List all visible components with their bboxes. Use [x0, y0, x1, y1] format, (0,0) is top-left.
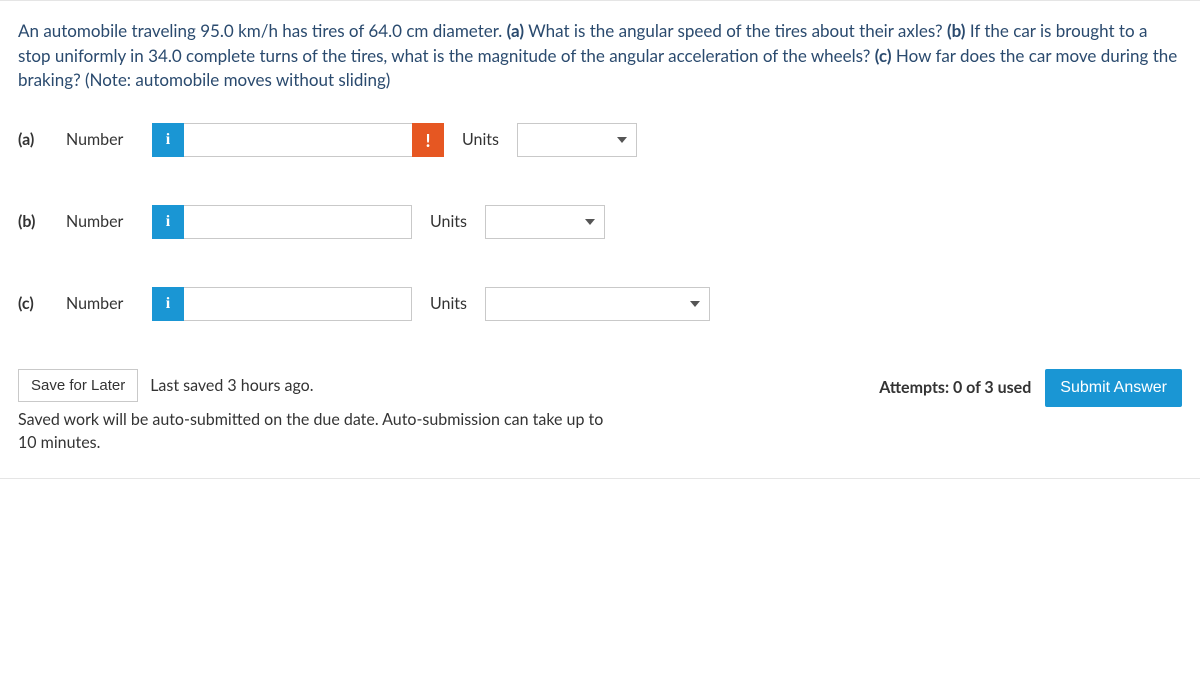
part-b-units-select[interactable] [485, 205, 605, 239]
question-pre-a: An automobile traveling 95.0 km/h has ti… [18, 20, 507, 41]
part-c-row: (c) Number i Units [18, 287, 1182, 321]
part-b-number-input[interactable] [184, 205, 412, 239]
save-row: Save for Later Last saved 3 hours ago. [18, 369, 618, 402]
question-label-c: (c) [875, 45, 892, 66]
info-icon[interactable]: i [152, 123, 184, 157]
info-icon[interactable]: i [152, 205, 184, 239]
part-a-units-select[interactable] [517, 123, 637, 157]
submit-answer-button[interactable]: Submit Answer [1045, 369, 1182, 407]
part-c-number-input[interactable] [184, 287, 412, 321]
question-text: An automobile traveling 95.0 km/h has ti… [18, 19, 1182, 93]
footer: Save for Later Last saved 3 hours ago. S… [18, 369, 1182, 454]
auto-submit-note: Saved work will be auto-submitted on the… [18, 408, 618, 454]
question-text-a: What is the angular speed of the tires a… [524, 20, 947, 41]
part-c-units-select[interactable] [485, 287, 710, 321]
question-label-a: (a) [507, 20, 524, 41]
part-a-row: (a) Number i ! Units [18, 123, 1182, 157]
part-a-number-label: Number [66, 128, 134, 151]
part-c-units-label: Units [430, 292, 467, 315]
part-b-number-label: Number [66, 210, 134, 233]
part-c-number-wrap: i [152, 287, 412, 321]
question-label-b: (b) [947, 20, 966, 41]
part-a-number-wrap: i ! [152, 123, 444, 157]
info-icon[interactable]: i [152, 287, 184, 321]
part-b-label: (b) [18, 210, 48, 233]
last-saved-text: Last saved 3 hours ago. [150, 374, 313, 397]
part-b-units-label: Units [430, 210, 467, 233]
footer-left: Save for Later Last saved 3 hours ago. S… [18, 369, 618, 454]
attempts-text: Attempts: 0 of 3 used [879, 376, 1031, 399]
part-b-row: (b) Number i Units [18, 205, 1182, 239]
save-for-later-button[interactable]: Save for Later [18, 369, 138, 402]
part-a-units-label: Units [462, 128, 499, 151]
part-a-label: (a) [18, 128, 48, 151]
part-c-label: (c) [18, 292, 48, 315]
part-c-number-label: Number [66, 292, 134, 315]
part-a-number-input[interactable] [184, 123, 412, 157]
part-b-number-wrap: i [152, 205, 412, 239]
question-container: An automobile traveling 95.0 km/h has ti… [0, 0, 1200, 479]
footer-right: Attempts: 0 of 3 used Submit Answer [879, 369, 1182, 407]
warning-icon[interactable]: ! [412, 123, 444, 157]
answer-parts: (a) Number i ! Units (b) Number i Units … [18, 123, 1182, 321]
